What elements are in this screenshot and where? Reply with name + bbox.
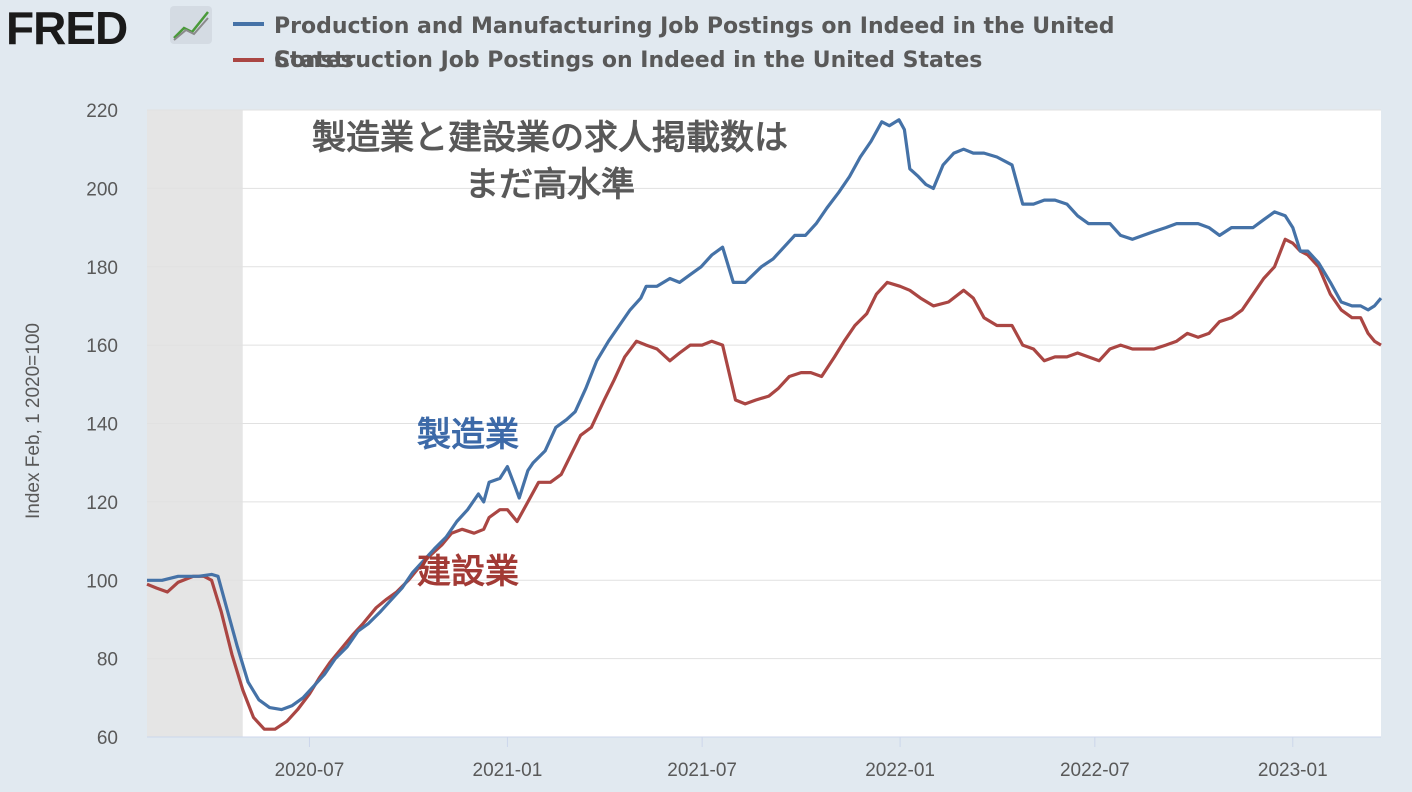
annotation-manufacturing-label: 製造業 — [417, 415, 519, 455]
y-tick-label: 140 — [86, 415, 118, 436]
x-tick-label: 2020-07 — [275, 760, 345, 781]
fred-logo[interactable]: FRED — [6, 2, 212, 54]
y-tick-label: 200 — [86, 179, 118, 200]
x-tick-label: 2022-01 — [865, 760, 935, 781]
y-tick-label: 80 — [97, 650, 118, 671]
fred-logo-text: FRED — [6, 2, 127, 54]
y-tick-label: 120 — [86, 493, 118, 514]
y-axis-ticks: 60 80 100 120 140 160 180 200 220 — [86, 101, 118, 749]
x-tick-label: 2021-07 — [667, 760, 737, 781]
y-tick-label: 100 — [86, 571, 118, 592]
legend-label-manufacturing-line1: Production and Manufacturing Job Posting… — [274, 14, 1115, 39]
x-axis-ticks: 2020-07 2021-01 2021-07 2022-01 2022-07 2023-… — [275, 737, 1328, 781]
y-tick-label: 60 — [97, 728, 118, 749]
y-tick-label: 180 — [86, 258, 118, 279]
x-tick-label: 2021-01 — [473, 760, 543, 781]
line-chart-icon — [170, 6, 212, 44]
annotation-construction-label: 建設業 — [417, 552, 519, 592]
series-line-manufacturing[interactable] — [147, 118, 1383, 712]
x-tick-label: 2023-01 — [1258, 760, 1328, 781]
legend: Production and Manufacturing Job Posting… — [233, 14, 1115, 73]
y-axis-title: Index Feb, 1 2020=100 — [23, 323, 44, 519]
series-line-construction[interactable] — [146, 237, 1382, 731]
annotation-title-line1: 製造業と建設業の求人掲載数は — [312, 118, 788, 158]
legend-label-manufacturing-line2: States — [274, 48, 354, 73]
legend-label-construction: Construction Job Postings on Indeed in t… — [274, 48, 982, 73]
y-tick-label: 160 — [86, 336, 118, 357]
annotation-title-line2: まだ高水準 — [465, 165, 635, 205]
x-tick-label: 2022-07 — [1060, 760, 1130, 781]
y-tick-label: 220 — [86, 101, 118, 122]
